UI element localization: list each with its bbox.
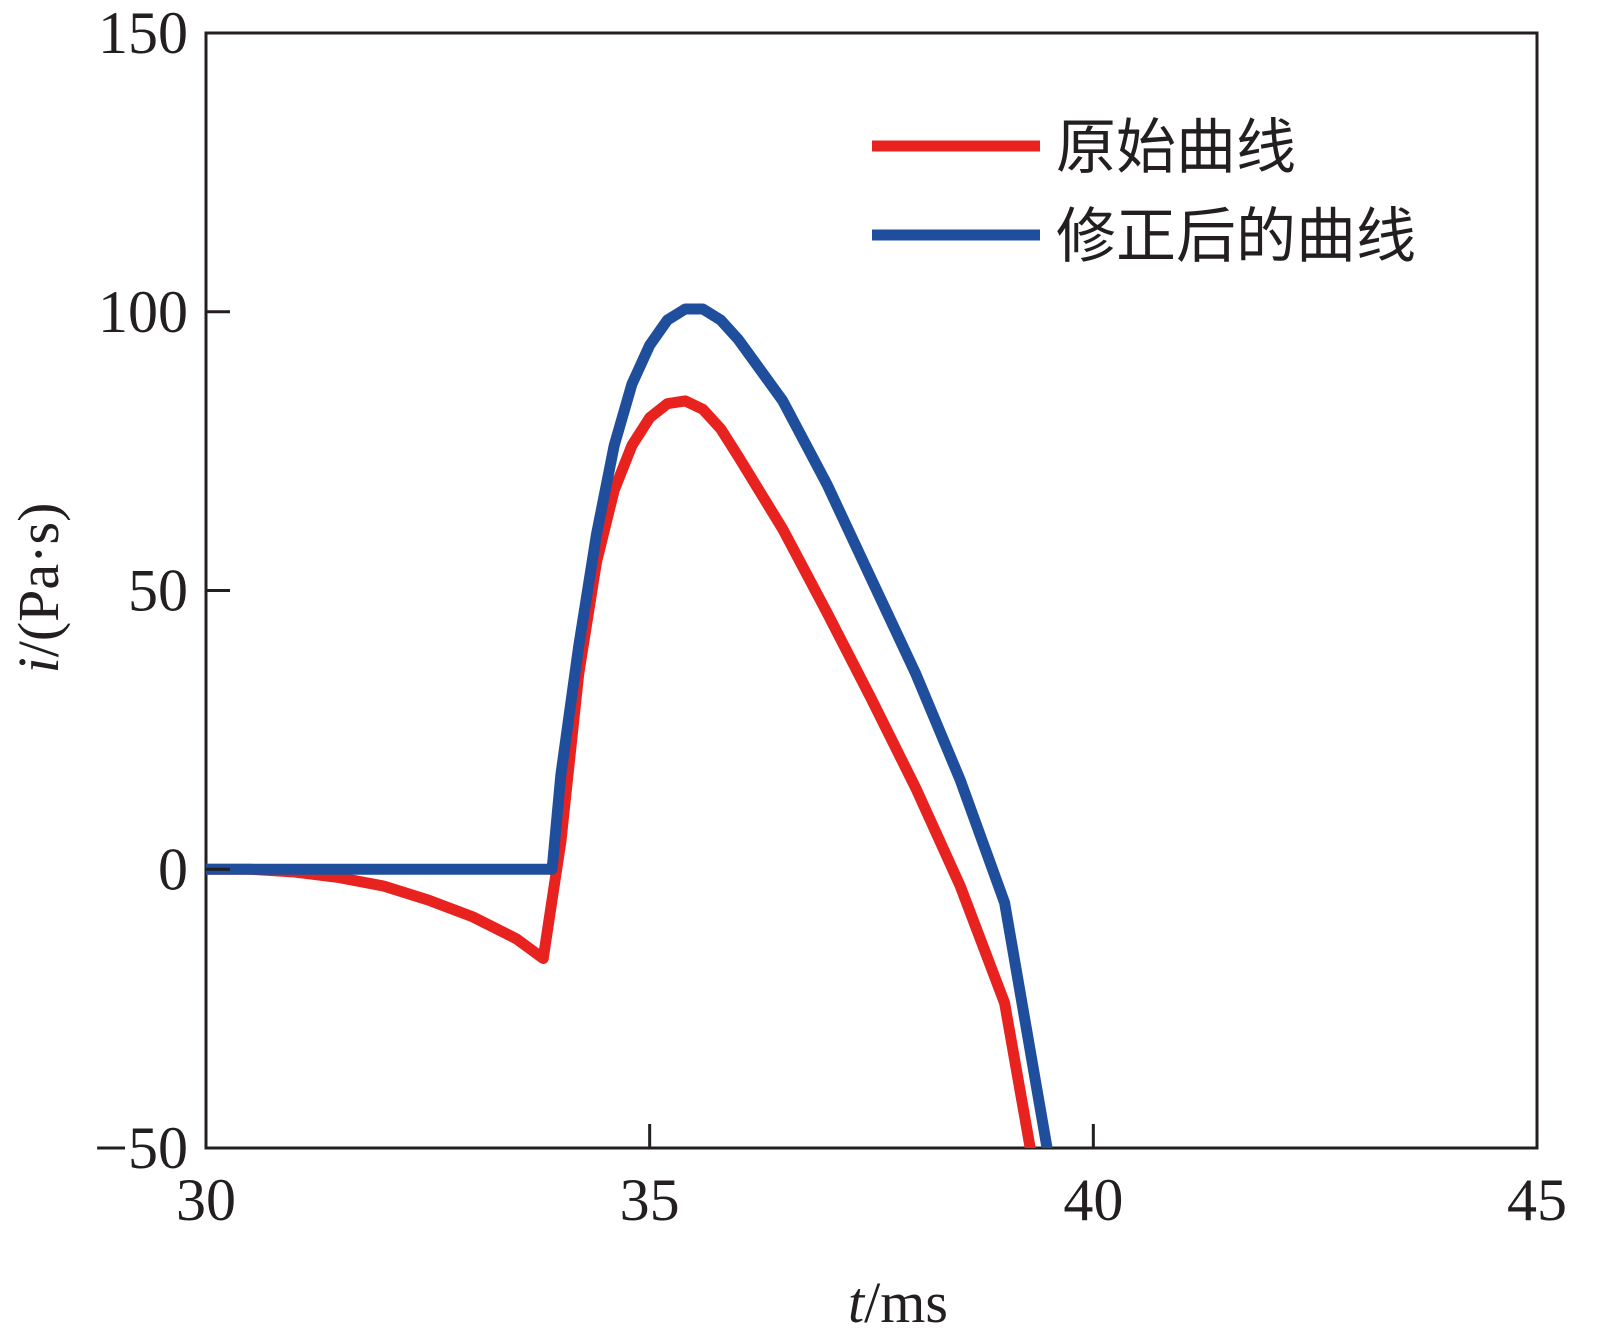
x-tick-label: 35 [620, 1167, 680, 1233]
y-axis-label: i/(Pa·s) [6, 503, 71, 674]
y-tick-label: 150 [98, 0, 188, 66]
x-tick-label: 45 [1507, 1167, 1567, 1233]
x-axis-variable: t [848, 1270, 866, 1335]
x-axis-label: t/ms [848, 1270, 948, 1335]
y-tick-label: 100 [98, 279, 188, 345]
y-tick-label: 0 [158, 836, 188, 902]
y-axis-unit: /(Pa·s) [6, 503, 71, 658]
x-tick-label: 30 [176, 1167, 236, 1233]
series-line-2 [206, 303, 1053, 1148]
series-line-1 [206, 395, 1036, 1148]
x-axis-unit: /ms [864, 1270, 948, 1335]
y-tick-label: 50 [128, 558, 188, 624]
axis-ticks: 30 35 40 45 −50 0 50 100 150 [94, 0, 1567, 1233]
x-tick-label: 40 [1063, 1167, 1123, 1233]
y-tick-label: −50 [94, 1115, 188, 1181]
series-layer [206, 303, 1053, 1148]
y-axis-variable: i [6, 657, 71, 673]
legend-label-2: 修正后的曲线 [1056, 202, 1416, 272]
legend-label-1: 原始曲线 [1056, 113, 1296, 183]
